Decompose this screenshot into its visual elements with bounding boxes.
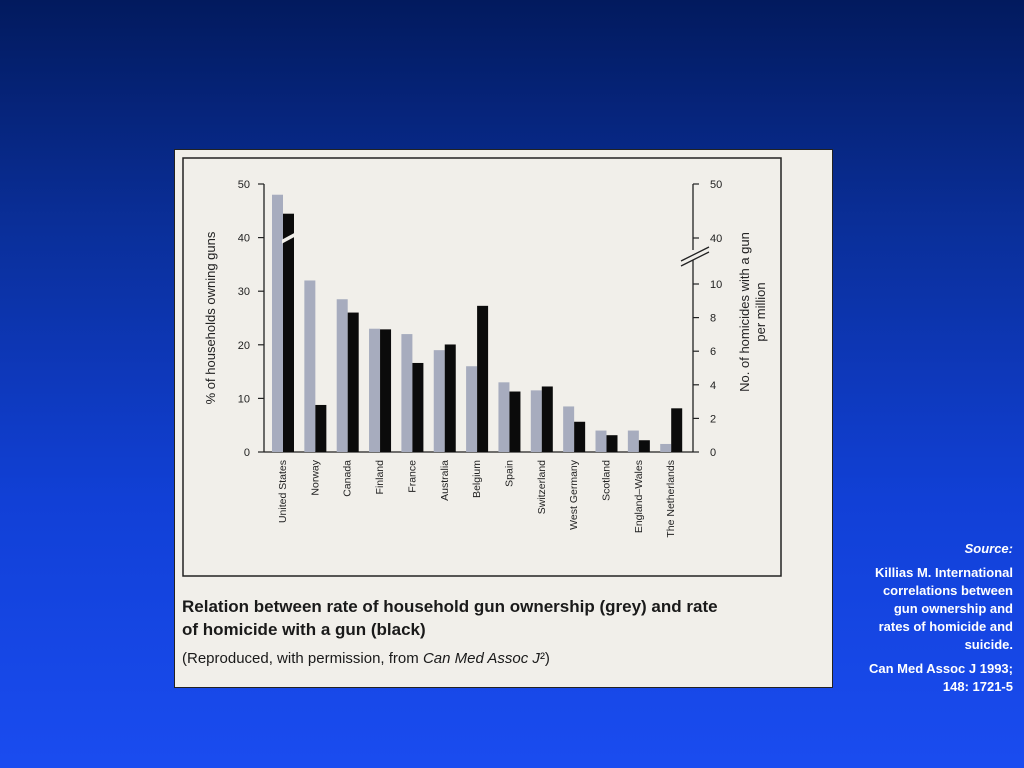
reproduced-suffix: ²) xyxy=(539,650,550,667)
left-tick-label: 50 xyxy=(238,179,250,191)
category-label: Spain xyxy=(503,460,515,487)
caption-reproduced: (Reproduced, with permission, from Can M… xyxy=(182,650,550,667)
source-label: Source: xyxy=(964,541,1013,556)
category-label: West Germany xyxy=(568,459,580,530)
right-tick-label: 0 xyxy=(710,447,716,459)
bar-break-gap xyxy=(282,232,295,244)
chart-frame xyxy=(182,157,782,577)
bar-ownership xyxy=(401,334,413,452)
y2-axis-label-line2: per million xyxy=(753,282,768,341)
bar-homicide xyxy=(606,435,618,452)
axis-break-mark xyxy=(680,251,710,267)
source-citation: Can Med Assoc J 1993; 148: 1721-5 xyxy=(868,661,1013,694)
source-note: Source: Killias M. International correla… xyxy=(863,540,1013,696)
axis-break-gap xyxy=(689,250,701,260)
bar-homicide xyxy=(380,329,392,452)
bar-homicide xyxy=(444,344,456,452)
bar-ownership xyxy=(466,366,478,452)
category-label: United States xyxy=(277,460,289,523)
category-label: Norway xyxy=(309,459,321,495)
bar-ownership xyxy=(660,443,672,452)
bar-homicide xyxy=(509,391,521,452)
reproduced-prefix: (Reproduced, with permission, from xyxy=(182,650,423,667)
reproduced-journal: Can Med Assoc J xyxy=(422,650,540,667)
bar-ownership xyxy=(595,430,607,452)
bar-ownership xyxy=(563,406,575,452)
bar-homicide xyxy=(283,213,294,452)
axis-break-mark xyxy=(680,246,710,262)
left-tick-label: 30 xyxy=(238,286,250,298)
right-tick-label: 2 xyxy=(710,413,716,425)
bar-homicide xyxy=(541,386,553,452)
left-tick-label: 0 xyxy=(244,447,250,459)
bar-ownership xyxy=(336,299,348,452)
bar-homicide xyxy=(315,404,327,452)
bar-homicide xyxy=(671,408,683,452)
category-label: Canada xyxy=(342,460,354,497)
category-label: Switzerland xyxy=(536,460,548,514)
y-axis-label: % of households owning guns xyxy=(203,231,218,404)
bar-homicide xyxy=(412,362,424,452)
left-tick-label: 10 xyxy=(238,393,250,405)
right-tick-label: 8 xyxy=(710,313,716,325)
category-label: Finland xyxy=(374,460,386,495)
category-label: Australia xyxy=(439,460,451,501)
bar-ownership xyxy=(369,328,381,452)
category-label: England–Wales xyxy=(633,460,645,533)
right-tick-label: 4 xyxy=(710,380,716,392)
left-tick-label: 20 xyxy=(238,340,250,352)
chart-figure: 0 10 20 30 40 50 % of households owning guns 0 2… xyxy=(175,150,832,687)
bar-homicide xyxy=(347,312,359,452)
category-label: Scotland xyxy=(601,460,613,501)
bar-ownership xyxy=(530,390,542,452)
right-tick-label: 40 xyxy=(710,233,722,245)
y2-axis-label-line1: No. of homicides with a gun xyxy=(737,232,752,392)
bar-ownership xyxy=(498,382,510,452)
right-tick-label: 50 xyxy=(710,179,722,191)
bar-ownership xyxy=(433,350,445,452)
caption-line2: of homicide with a gun (black) xyxy=(182,620,426,639)
bar-ownership xyxy=(272,194,283,452)
bar-homicide xyxy=(638,440,650,452)
bar-chart: 0 10 20 30 40 50 % of households owning guns 0 2… xyxy=(182,157,782,577)
bar-homicide xyxy=(574,421,586,452)
source-text: Killias M. International correlations be… xyxy=(875,565,1013,652)
caption-line1: Relation between rate of household gun o… xyxy=(182,597,718,616)
right-tick-label: 6 xyxy=(710,346,716,358)
bar-ownership xyxy=(304,280,316,452)
category-label: Belgium xyxy=(471,460,483,498)
category-label: The Netherlands xyxy=(665,460,677,538)
left-tick-label: 40 xyxy=(238,233,250,245)
right-tick-label: 10 xyxy=(710,279,722,291)
category-label: France xyxy=(406,460,418,493)
bar-homicide xyxy=(477,305,489,452)
bar-ownership xyxy=(627,430,639,452)
